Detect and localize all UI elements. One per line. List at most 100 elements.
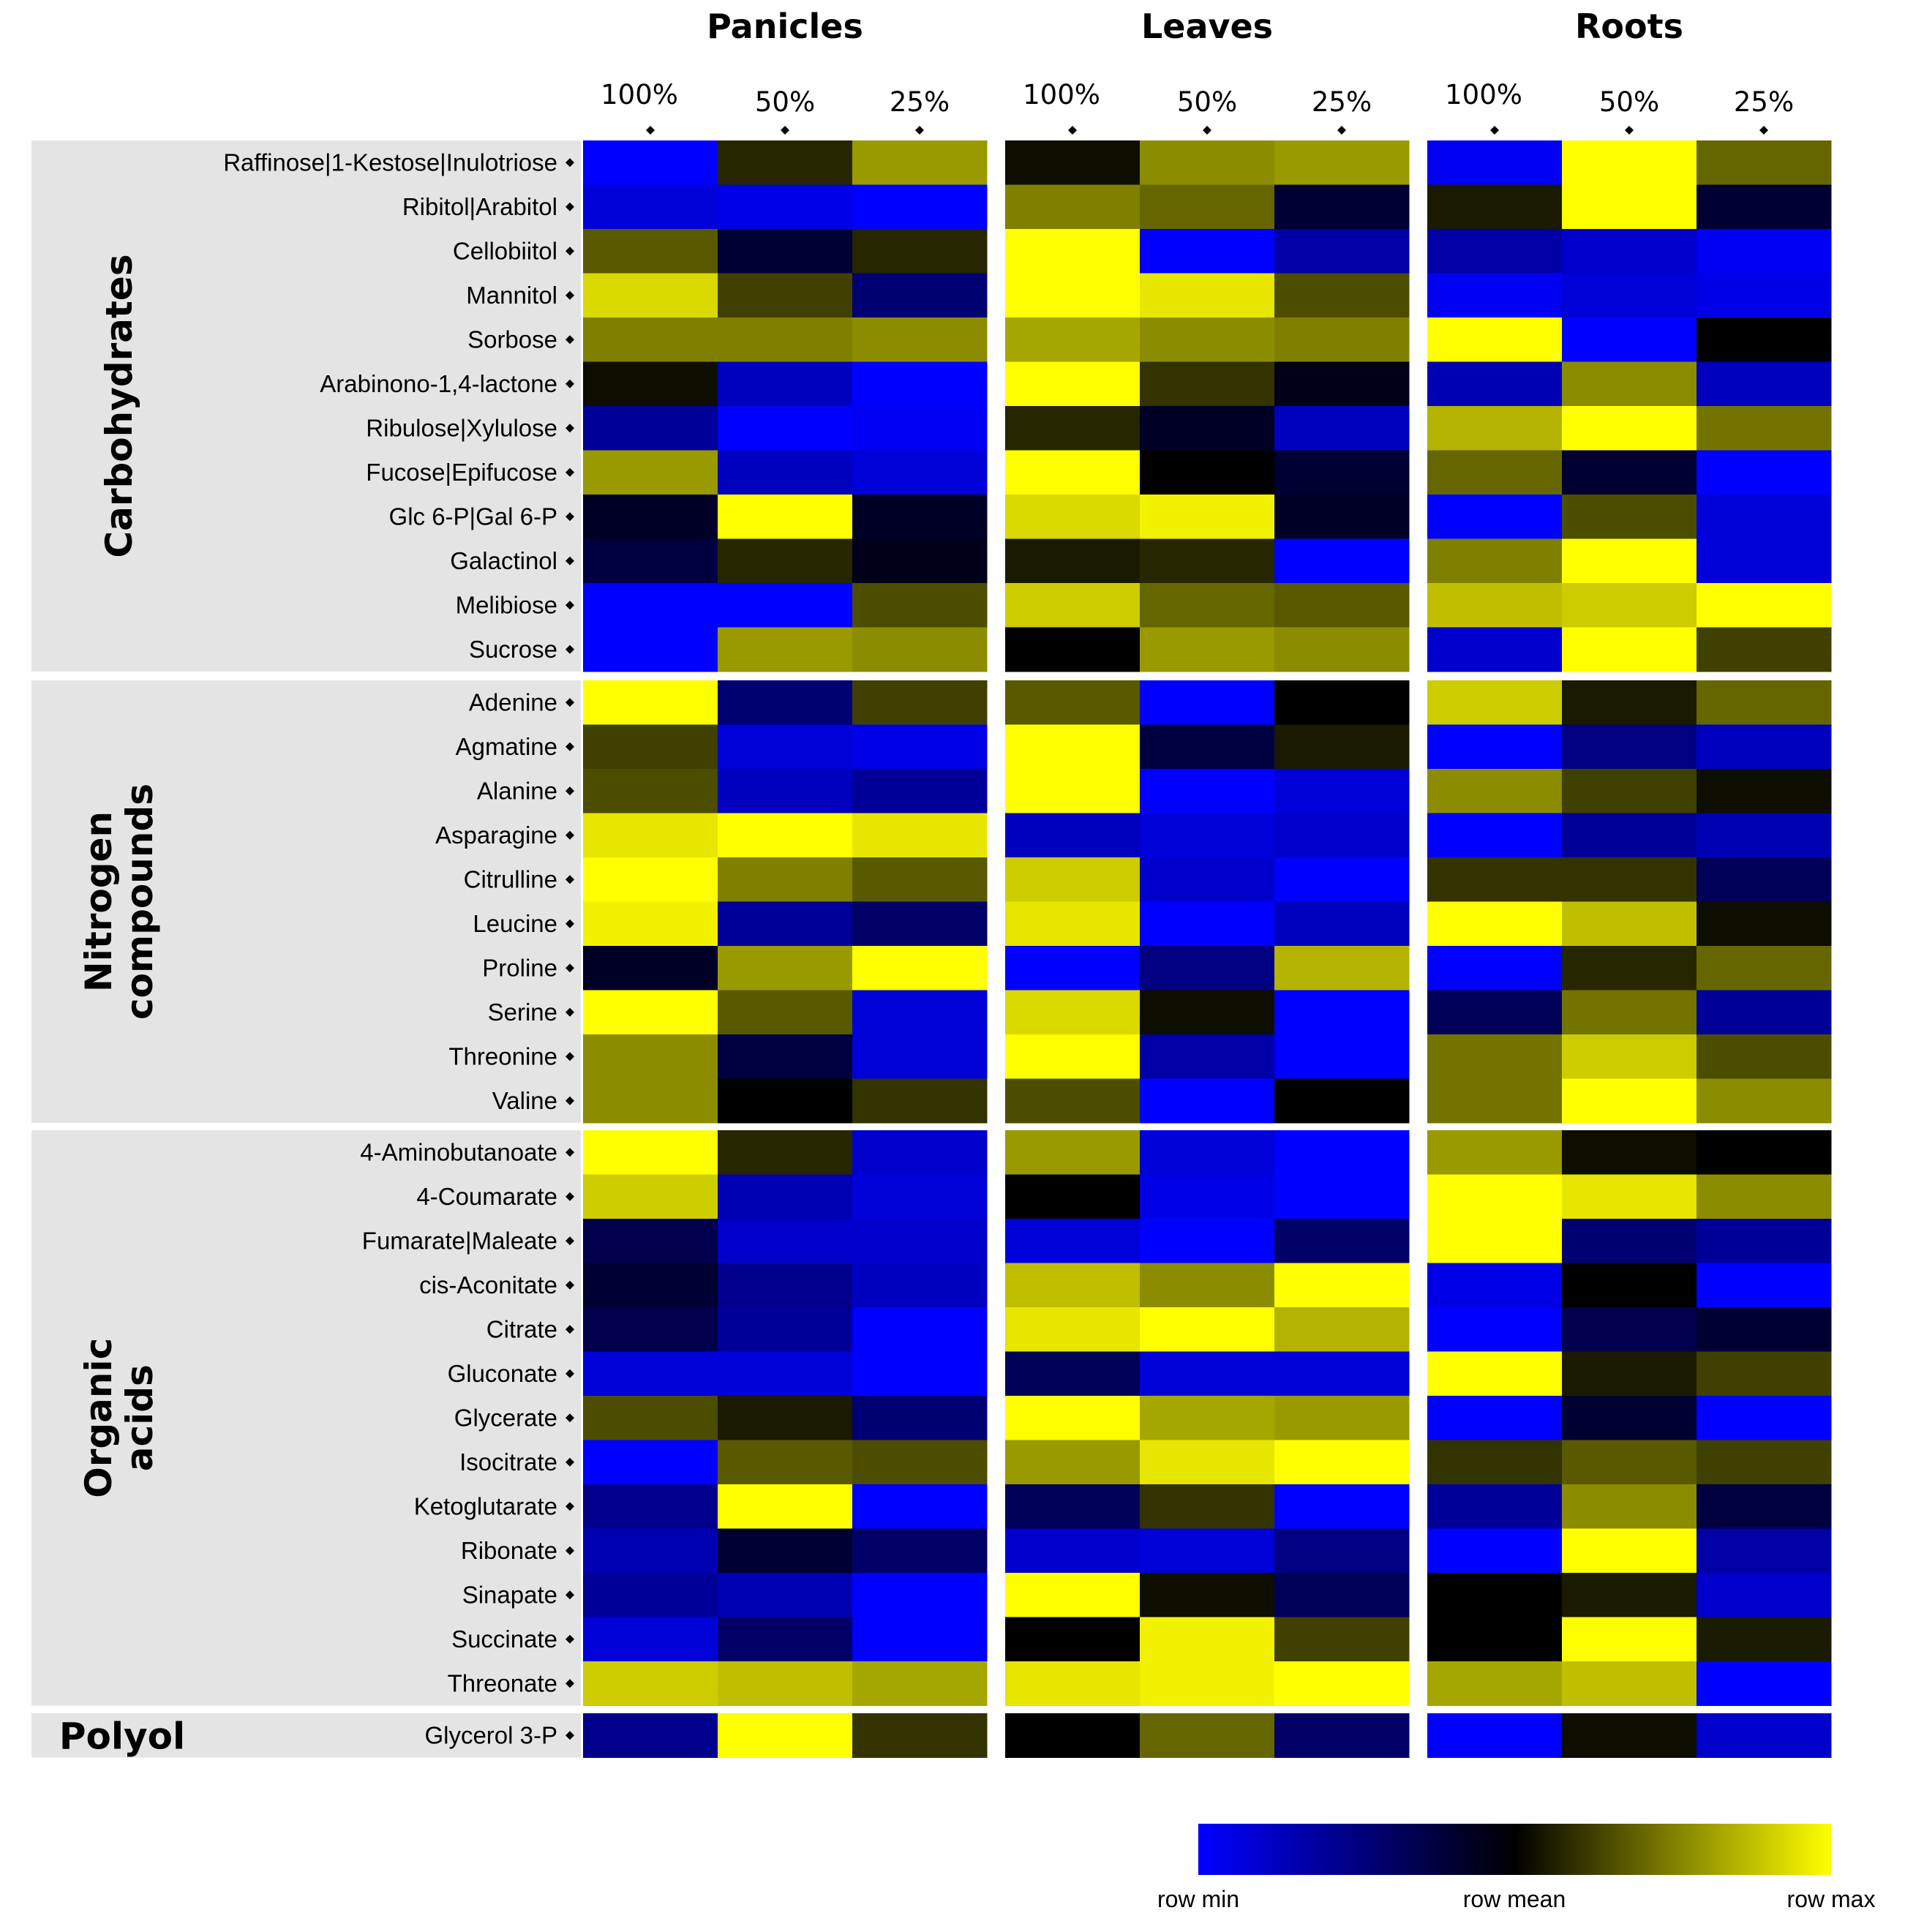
heatmap-cell (1697, 317, 1832, 362)
heatmap-cell (1427, 184, 1563, 230)
heatmap-cell (718, 1661, 853, 1706)
heatmap-cell (1562, 140, 1697, 185)
heatmap-cells (583, 140, 1832, 1758)
heatmap-cell (1274, 1351, 1410, 1397)
heatmap-cell (1697, 450, 1832, 495)
heatmap-cell (1562, 1307, 1697, 1352)
heatmap-cell (1274, 1130, 1410, 1175)
heatmap-cell (1274, 901, 1410, 947)
heatmap-cell (1562, 901, 1697, 947)
heatmap-cell (1427, 361, 1563, 407)
tissue-title-roots: Roots (1575, 7, 1683, 46)
heatmap-cell (718, 450, 853, 495)
heatmap-cell (1140, 1263, 1275, 1308)
heatmap-cell (1140, 1078, 1275, 1124)
heatmap-cell (583, 1528, 718, 1574)
heatmap-cell (1274, 627, 1410, 672)
heatmap-cell (1697, 901, 1832, 947)
column-marker (646, 126, 655, 135)
heatmap-cell (718, 1573, 853, 1617)
heatmap-cell (1140, 140, 1275, 185)
row-marker (566, 1413, 574, 1423)
condition-label: 100% (1445, 79, 1522, 110)
row-marker (566, 1007, 574, 1017)
tissue-titles: Panicles Leaves Roots (707, 7, 1683, 46)
row-label: Gluconate (448, 1360, 557, 1387)
heatmap-cell (1562, 1573, 1697, 1617)
condition-label: 25% (1734, 86, 1794, 118)
heatmap-cell (583, 946, 718, 991)
legend-max-label: row max (1787, 1886, 1876, 1912)
heatmap-cell (718, 1307, 853, 1352)
heatmap-cell (1005, 273, 1141, 318)
heatmap-cell (1140, 724, 1275, 770)
heatmap-cell (1697, 583, 1832, 628)
heatmap-cell (1427, 1713, 1563, 1758)
heatmap-cell (718, 406, 853, 451)
heatmap-cell (1427, 857, 1563, 902)
heatmap-cell (1005, 1078, 1141, 1124)
heatmap-cell (1005, 1484, 1141, 1529)
condition-label: 50% (1177, 86, 1237, 118)
heatmap-cell (852, 724, 988, 770)
row-label: Alanine (477, 777, 557, 804)
heatmap-cell (583, 406, 718, 451)
heatmap-cell (852, 1661, 988, 1706)
heatmap-cell (1562, 1484, 1697, 1529)
heatmap-cell (718, 273, 853, 318)
row-marker (566, 467, 574, 477)
heatmap-cell (1274, 583, 1410, 628)
heatmap-cell (1562, 1351, 1697, 1397)
group-label: compounds (119, 783, 161, 1020)
row-marker (566, 830, 574, 840)
heatmap-cell (1562, 317, 1697, 362)
heatmap-cell (852, 1034, 988, 1079)
heatmap-cell (1697, 1130, 1832, 1175)
row-label: Ribonate (461, 1537, 557, 1564)
column-marker (1490, 126, 1499, 135)
tissue-title-panicles: Panicles (707, 7, 863, 46)
heatmap-cell (1427, 317, 1563, 362)
heatmap-cell (718, 495, 853, 539)
heatmap-cell (1005, 1713, 1141, 1758)
heatmap-cell (1427, 1661, 1563, 1706)
heatmap-cell (1697, 1713, 1832, 1758)
heatmap-cell (1274, 495, 1410, 539)
row-marker (566, 963, 574, 973)
heatmap-cell (852, 627, 988, 672)
heatmap-cell (1140, 769, 1275, 813)
heatmap-cell (852, 1573, 988, 1617)
heatmap-cell (718, 583, 853, 628)
group-label: acids (119, 1364, 161, 1471)
heatmap-cell (1140, 1307, 1275, 1352)
condition-label: 50% (755, 86, 815, 118)
row-label: Serine (488, 999, 557, 1026)
heatmap-cell (1274, 140, 1410, 185)
heatmap-cell (583, 680, 718, 725)
heatmap-cell (718, 813, 853, 858)
row-marker (566, 698, 574, 707)
heatmap-cell (1274, 1307, 1410, 1352)
heatmap-cell (1697, 361, 1832, 407)
heatmap-cell (1697, 1034, 1832, 1079)
heatmap-cell (583, 1130, 718, 1175)
heatmap-cell (583, 857, 718, 902)
heatmap-cell (1697, 1484, 1832, 1529)
heatmap-cell (1562, 857, 1697, 902)
row-marker (566, 158, 574, 168)
heatmap-cell (1005, 901, 1141, 947)
heatmap-cell (1140, 273, 1275, 318)
heatmap-cell (1140, 1130, 1275, 1175)
heatmap-cell (1697, 1219, 1832, 1263)
row-marker (566, 1280, 574, 1290)
heatmap-cell (583, 1307, 718, 1352)
heatmap-cell (718, 724, 853, 770)
heatmap-cell (1140, 990, 1275, 1035)
heatmap-cell (1274, 450, 1410, 495)
heatmap-cell (718, 1174, 853, 1219)
row-label: Fucose|Epifucose (366, 459, 557, 486)
heatmap-cell (1274, 1528, 1410, 1574)
row-label: Fumarate|Maleate (362, 1227, 557, 1254)
group-backgrounds (31, 140, 581, 1758)
